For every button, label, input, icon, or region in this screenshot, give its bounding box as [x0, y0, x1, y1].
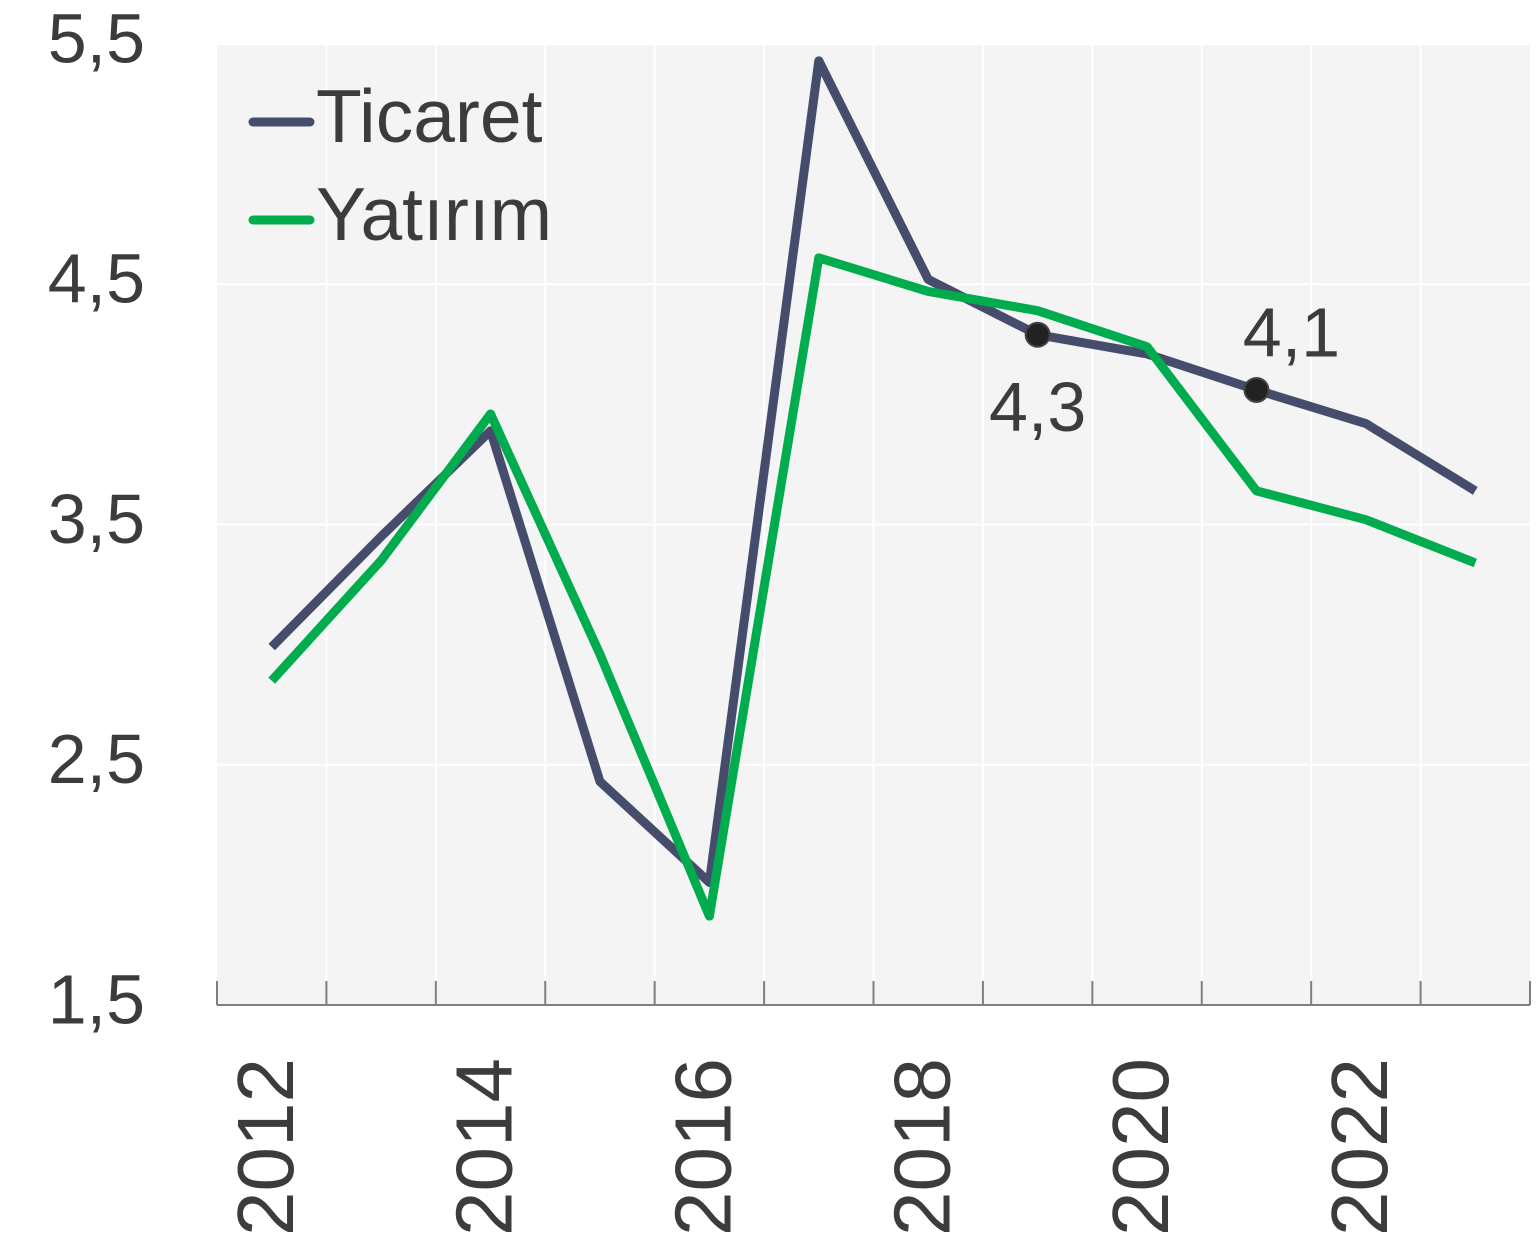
x-tick-label: 2018: [877, 1058, 966, 1236]
x-tick-label: 2022: [1315, 1058, 1404, 1236]
data-label: 4,1: [1243, 293, 1340, 371]
legend-label: Ticaret: [316, 74, 543, 158]
x-tick-label: 2014: [440, 1058, 529, 1236]
point-marker: [1024, 321, 1051, 348]
legend-label: Yatırım: [316, 172, 552, 256]
series-line: [268, 253, 1477, 921]
point-marker: [1243, 376, 1270, 403]
y-tick-label: 2,5: [48, 720, 145, 798]
data-label: 4,3: [989, 368, 1086, 446]
y-tick-label: 4,5: [48, 240, 145, 318]
x-tick-label: 2020: [1096, 1058, 1185, 1236]
y-tick-label: 1,5: [48, 960, 145, 1038]
series-line: [268, 56, 1478, 887]
y-tick-label: 3,5: [48, 480, 145, 558]
x-tick-label: 2012: [221, 1058, 310, 1236]
x-tick-label: 2016: [659, 1058, 748, 1236]
y-tick-label: 5,5: [48, 0, 145, 77]
